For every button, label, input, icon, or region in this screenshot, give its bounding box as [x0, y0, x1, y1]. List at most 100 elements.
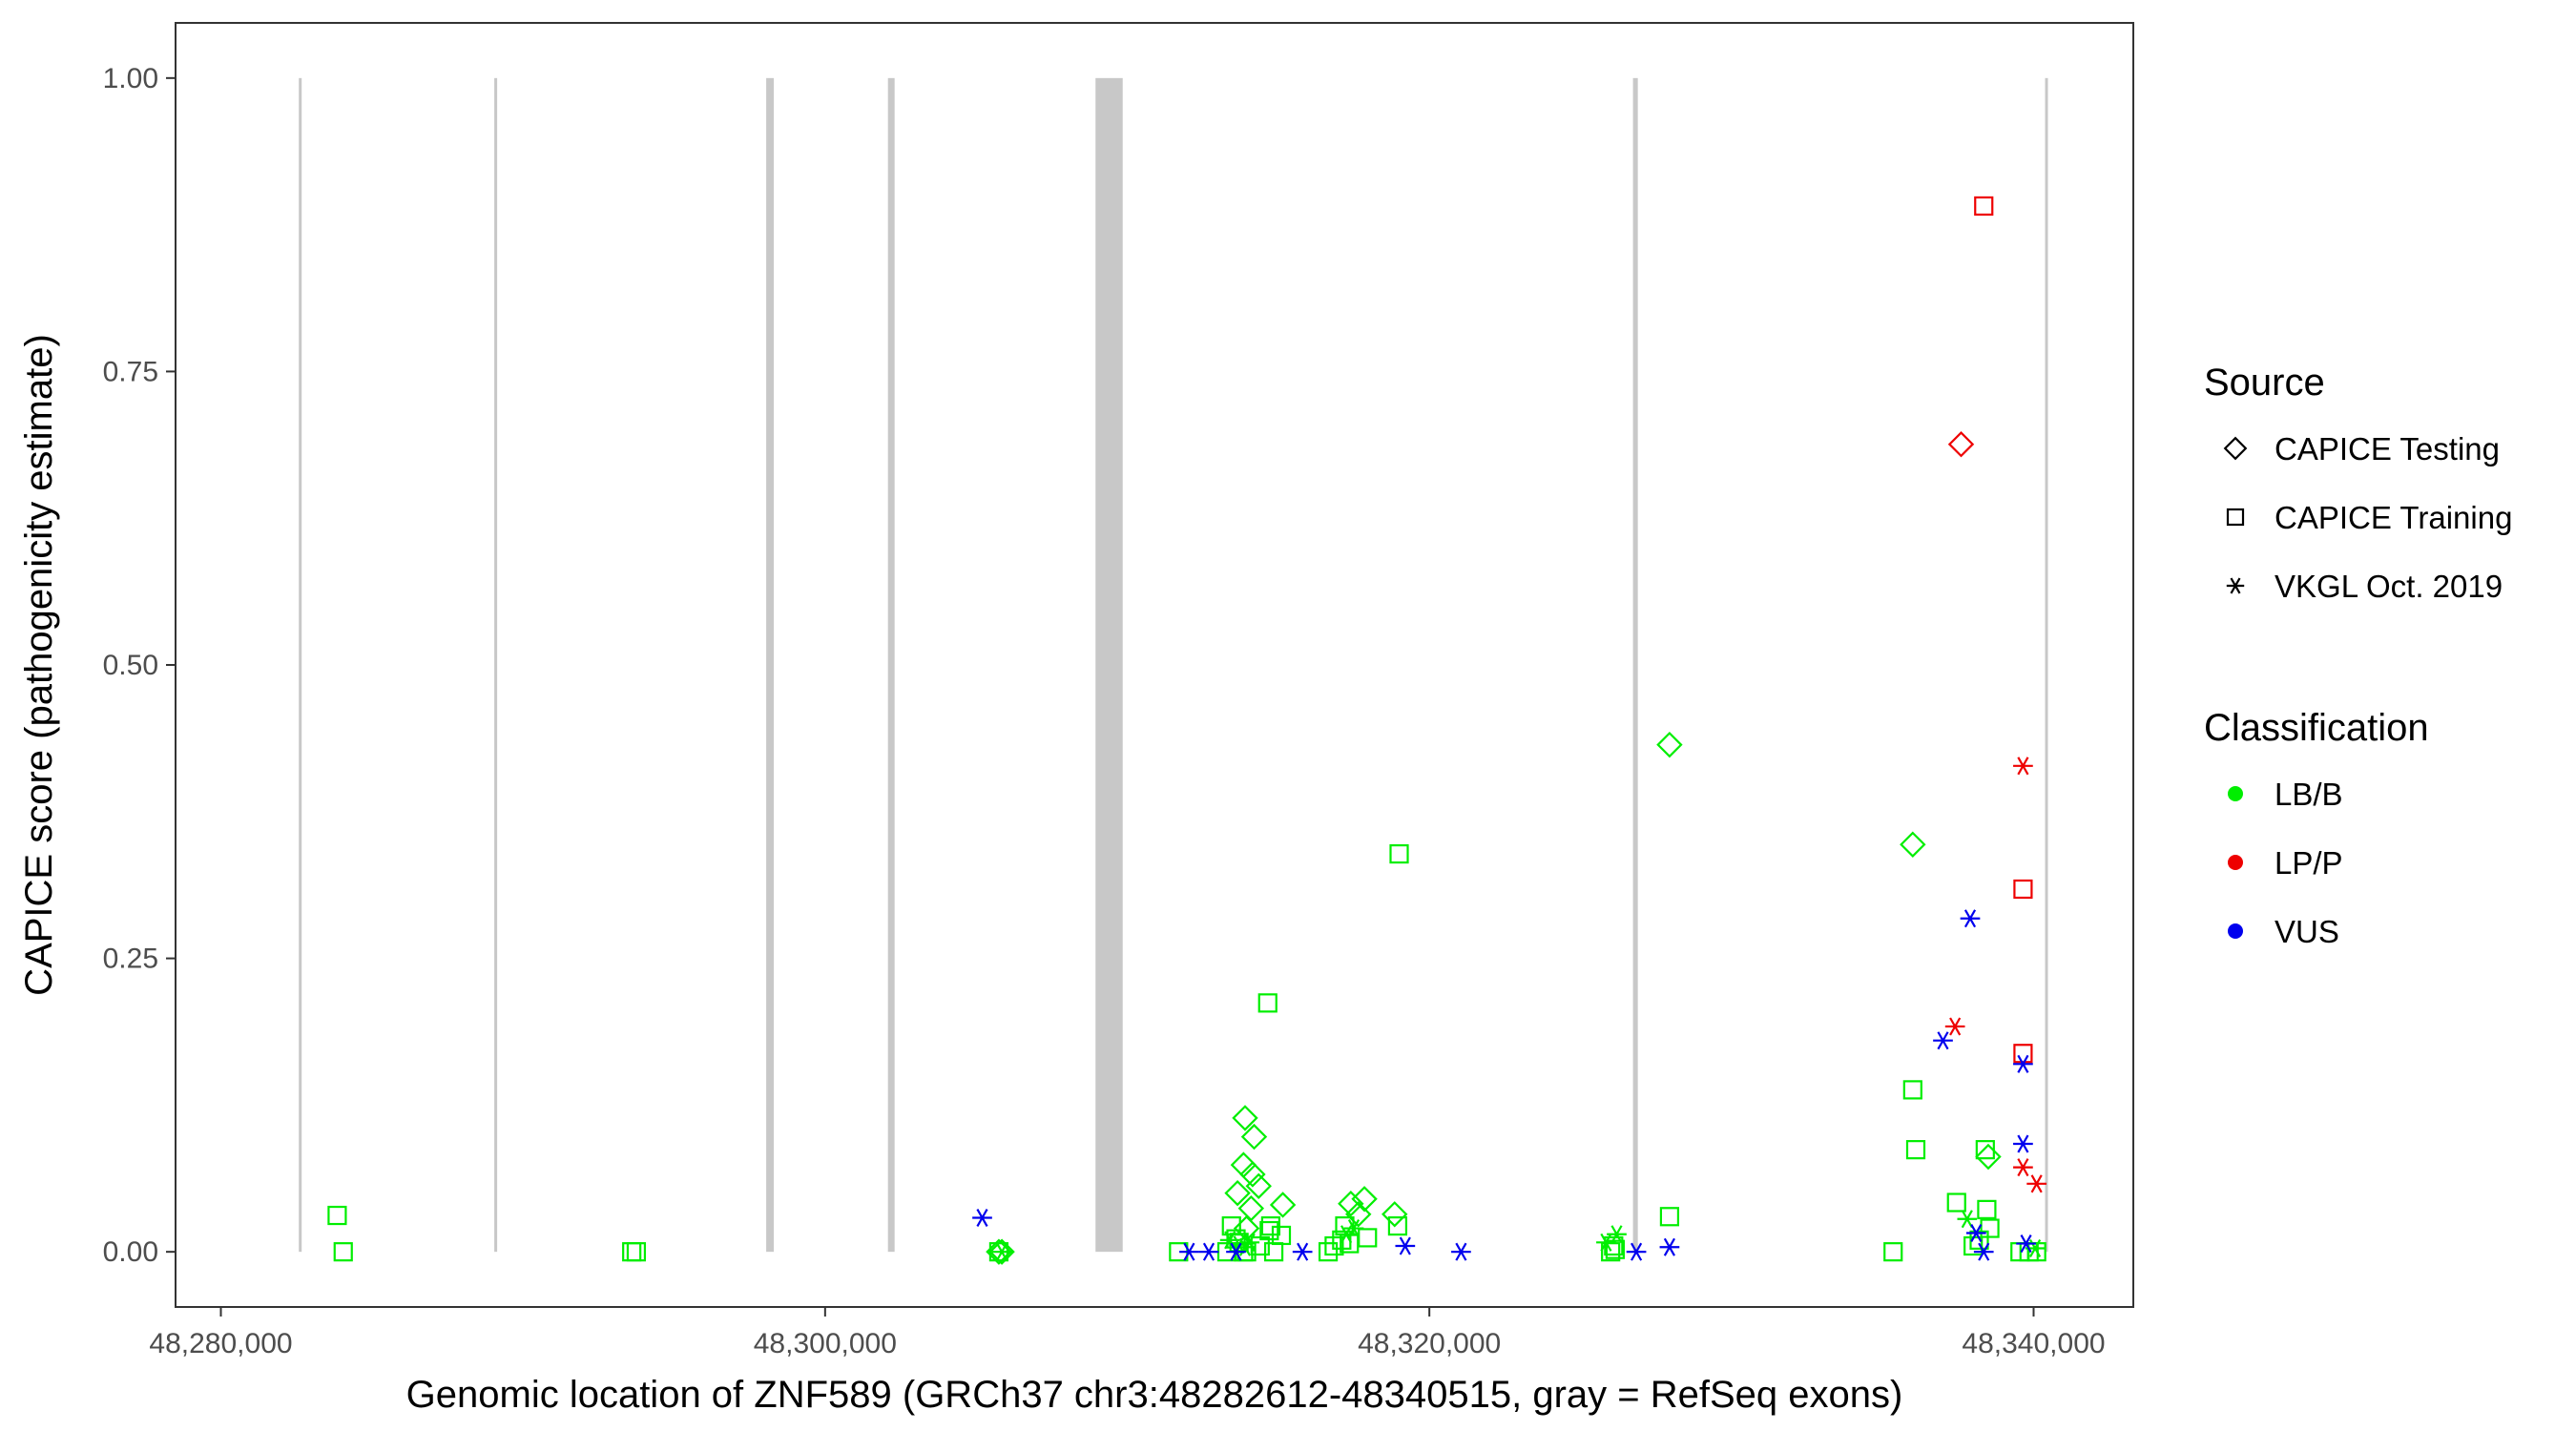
data-point: [1975, 1143, 2002, 1171]
legend-source-title: Source: [2204, 362, 2325, 404]
data-point: [1659, 1207, 1680, 1227]
legend-classification-title: Classification: [2204, 707, 2429, 749]
data-point: [2026, 1242, 2046, 1262]
data-point: [1198, 1242, 1219, 1261]
legend-classification-label: VUS: [2275, 914, 2339, 949]
data-point: [1626, 1242, 1647, 1261]
x-tick-label: 48,300,000: [754, 1328, 897, 1359]
data-point: [327, 1205, 347, 1226]
data-point: [1980, 1218, 2000, 1238]
legend-color-swatch: [2228, 923, 2243, 939]
data-point: [1240, 1123, 1268, 1151]
y-tick-label: 0.25: [103, 944, 158, 975]
exon-band-2: [494, 77, 498, 1253]
data-point: [2013, 1054, 2033, 1073]
legend-source-label: VKGL Oct. 2019: [2275, 569, 2503, 604]
exon-band-6: [1632, 77, 1638, 1253]
data-point: [1969, 1230, 1989, 1250]
data-point: [626, 1242, 647, 1262]
data-point: [1656, 731, 1683, 758]
exon-band-5: [1095, 77, 1123, 1253]
data-point: [1292, 1242, 1313, 1261]
data-point: [1946, 1192, 1966, 1213]
data-point: [1318, 1242, 1339, 1262]
data-point: [1451, 1242, 1471, 1261]
data-point: [1224, 1179, 1251, 1207]
data-point: [1343, 1219, 1364, 1238]
data-point: [991, 1242, 1012, 1261]
exon-band-7: [2045, 77, 2048, 1253]
data-point: [1239, 1161, 1266, 1188]
exon-band-3: [766, 77, 774, 1253]
data-point: [1358, 1228, 1378, 1248]
exon-layer: [299, 77, 2048, 1253]
data-point: [1973, 1242, 1994, 1261]
data-point: [1965, 1223, 1986, 1242]
points-layer: [327, 196, 2047, 1265]
data-point: [1179, 1242, 1199, 1261]
data-point: [1239, 1233, 1260, 1252]
legend-source-items: CAPICE Testing CAPICE Training VKGL Oct. 2…: [2223, 431, 2512, 604]
data-point: [1345, 1201, 1372, 1228]
data-point: [1607, 1225, 1627, 1244]
data-point: [1381, 1201, 1408, 1228]
data-point: [2013, 1158, 2033, 1177]
data-point: [1933, 1031, 1953, 1050]
data-point: [1259, 1220, 1279, 1241]
data-point: [1233, 1214, 1260, 1242]
data-point: [986, 1238, 1012, 1265]
legend-color-swatch: [2228, 855, 2243, 870]
y-tick-label: 0.75: [103, 356, 158, 387]
series-2: [991, 1210, 2046, 1261]
y-tick-label: 1.00: [103, 63, 158, 94]
data-point: [1232, 1105, 1258, 1131]
data-point: [2016, 1234, 2036, 1254]
data-point: [1960, 909, 1981, 928]
data-point: [1944, 1017, 1965, 1036]
series-5: [1944, 757, 2047, 1193]
data-point: [1387, 1216, 1408, 1236]
data-point: [1389, 843, 1409, 864]
legend-source-label: CAPICE Testing: [2275, 431, 2500, 467]
data-point: [333, 1242, 353, 1262]
x-tick-label: 48,320,000: [1358, 1328, 1501, 1359]
axes-layer: 0.00 0.25 0.50 0.75 1.00 48,280,000 48,300,000…: [103, 63, 2106, 1359]
legend-symbol-diamond: [2223, 436, 2248, 461]
data-point: [2013, 879, 2033, 900]
legend-symbol-asterisk: [2226, 577, 2245, 594]
x-tick-label: 48,340,000: [1962, 1328, 2105, 1359]
series-6: [972, 909, 2036, 1261]
data-point: [1351, 1186, 1378, 1213]
data-point: [1226, 1242, 1246, 1261]
series-1: [986, 731, 2002, 1265]
x-axis-title: Genomic location of ZNF589 (GRCh37 chr3:…: [406, 1374, 1903, 1416]
data-point: [1974, 196, 1994, 217]
data-point: [1395, 1236, 1416, 1255]
data-point: [1605, 1239, 1626, 1259]
y-axis-title: CAPICE score (pathogenicity estimate): [18, 334, 60, 996]
legend-classification-label: LP/P: [2275, 845, 2343, 881]
data-point: [1659, 1237, 1680, 1256]
data-point: [1977, 1199, 1997, 1219]
data-point: [1883, 1242, 1903, 1262]
legend: Source CAPICE Testing CAPICE Training VKGL…: [2204, 362, 2512, 949]
legend-symbol-square: [2226, 508, 2245, 527]
legend-color-swatch: [2228, 786, 2243, 801]
exon-band-4: [887, 77, 895, 1253]
data-point: [988, 1238, 1015, 1265]
y-tick-label: 0.00: [103, 1236, 158, 1268]
series-4: [1947, 430, 1975, 458]
data-point: [1245, 1172, 1272, 1199]
data-point: [1900, 831, 1926, 858]
data-point: [1905, 1140, 1926, 1160]
data-point: [1237, 1194, 1265, 1222]
data-point: [1257, 993, 1278, 1013]
y-tick-label: 0.50: [103, 650, 158, 681]
data-point: [1338, 1191, 1364, 1217]
data-point: [1271, 1225, 1292, 1246]
exon-band-1: [299, 77, 302, 1253]
x-tick-label: 48,280,000: [149, 1328, 292, 1359]
legend-classification-label: LB/B: [2275, 777, 2343, 812]
